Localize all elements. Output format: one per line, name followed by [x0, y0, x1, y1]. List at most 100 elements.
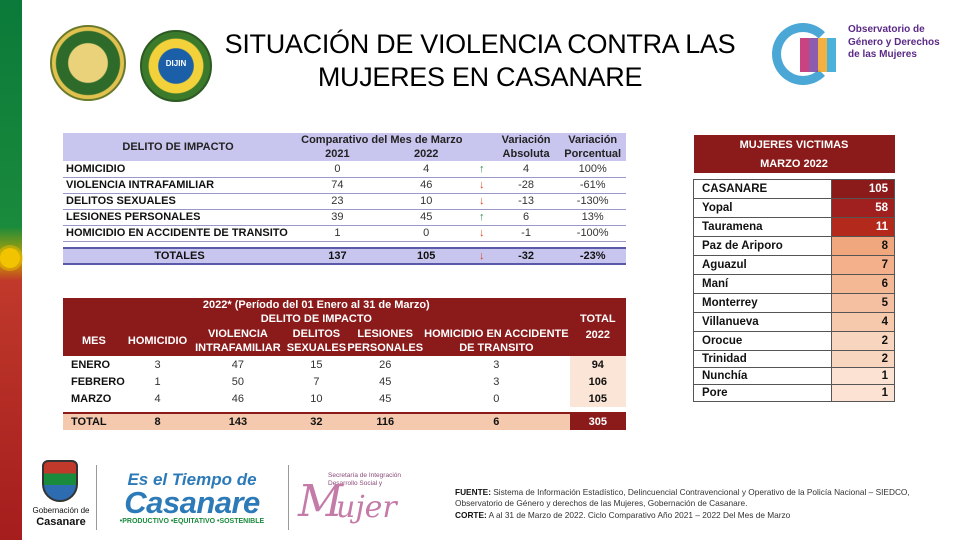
- value-cell: 7: [313, 375, 320, 388]
- mujer-logo: Secretaría de Integración Desarrollo Soc…: [298, 470, 410, 528]
- observatorio-ring-icon: [772, 23, 834, 85]
- municipio-value: 4: [831, 311, 895, 332]
- table-row: HOMICIDIO EN ACCIDENTE DE TRANSITO 1 0 ↓ -1-…: [63, 225, 626, 242]
- value-cell: 3: [154, 358, 161, 371]
- mes-cell: FEBRERO: [71, 375, 125, 388]
- total-cell: 106: [569, 373, 626, 390]
- total-cell: 94: [569, 356, 626, 373]
- value-cell: 3: [493, 375, 500, 388]
- tiempo-line2: Casanare: [124, 485, 260, 520]
- observatorio-logo: Observatorio de Género y Derechos de las…: [752, 18, 947, 88]
- table-row: DELITOS SEXUALES 23 10 ↓ -13 -130%: [63, 193, 626, 210]
- value-2021: 137: [293, 247, 382, 265]
- totals-row: TOTAL 8 143 32 116 6 305: [63, 412, 626, 430]
- col-comparativo: Comparativo del Mes de Marzo: [293, 133, 471, 147]
- divider: [96, 465, 97, 530]
- var-absoluta: 4: [492, 161, 560, 178]
- tiempo-line1: Es el Tiempo de: [127, 470, 257, 489]
- col-2021: 2021: [293, 147, 382, 161]
- arrow-down-icon: ↓: [478, 195, 485, 207]
- fuente-label: FUENTE:: [455, 487, 491, 497]
- value-2022: 45: [381, 209, 471, 226]
- value-cell: 143: [190, 412, 286, 430]
- dijin-logo: DIJIN: [140, 30, 212, 102]
- arrow-up-icon: ↑: [478, 162, 485, 175]
- value-cell: 6: [423, 412, 570, 430]
- total-cell: 305: [569, 412, 626, 430]
- value-cell: 46: [231, 392, 245, 405]
- gobernacion-logo: Gobernación de Casanare: [30, 460, 92, 530]
- value-cell: 8: [124, 412, 191, 430]
- value-2022: 4: [381, 161, 471, 178]
- trend-cell: ↑: [470, 209, 493, 226]
- delito-name: LESIONES PERSONALES: [63, 209, 294, 226]
- delito-name: HOMICIDIO: [63, 161, 294, 178]
- monthly-table: 2022* (Período del 01 Enero al 31 de Mar…: [63, 298, 626, 430]
- table-row: FEBRERO 1 50 7 45 3 106: [63, 373, 626, 390]
- value-cell: 116: [347, 412, 424, 430]
- arrow-up-icon: ↑: [478, 211, 485, 223]
- table-row: LESIONES PERSONALES 39 45 ↑ 6 13%: [63, 209, 626, 226]
- municipio-row: Maní 6: [693, 273, 895, 294]
- gob-line1: Gobernación de: [32, 506, 90, 515]
- comparativo-table: DELITO DE IMPACTO Comparativo del Mes de…: [63, 133, 626, 265]
- var-absoluta: -28: [492, 177, 560, 194]
- var-absoluta: 6: [492, 209, 560, 226]
- col-total: TOTAL 2022: [569, 298, 626, 356]
- delito-name: DELITOS SEXUALES: [63, 193, 294, 210]
- value-2021: 74: [293, 177, 382, 194]
- value-cell: 32: [285, 412, 348, 430]
- corte-label: CORTE:: [455, 509, 487, 520]
- col-violencia: VIOLENCIA INTRAFAMILIAR: [190, 326, 286, 356]
- sun-icon: [0, 248, 20, 268]
- trend-cell: ↓: [470, 247, 493, 265]
- mujer-initial: M: [298, 476, 344, 527]
- tiempo-logo: Es el Tiempo de Casanare •PRODUCTIVO •EQ…: [104, 470, 280, 528]
- table-row: MARZO 4 46 10 45 0 105: [63, 390, 626, 407]
- value-2021: 39: [293, 209, 382, 226]
- var-porcentual: -61%: [559, 177, 626, 194]
- var-porcentual: 100%: [559, 161, 626, 178]
- table-row: VIOLENCIA INTRAFAMILIAR 74 46 ↓ -28 -61%: [63, 177, 626, 194]
- trend-cell: ↑: [470, 161, 493, 178]
- municipio-name: Pore: [693, 383, 832, 402]
- trend-cell: ↓: [470, 177, 493, 194]
- arrow-down-icon: ↓: [478, 179, 485, 191]
- col-var-abs: Variación Absoluta: [492, 133, 560, 161]
- value-cell: 45: [379, 375, 392, 388]
- var-absoluta: -1: [492, 225, 560, 242]
- municipio-name: Monterrey: [693, 292, 832, 313]
- value-cell: 45: [379, 392, 392, 405]
- municipio-name: Yopal: [693, 197, 832, 218]
- municipio-value: 58: [831, 197, 895, 218]
- municipio-value: 105: [831, 178, 895, 199]
- municipio-value: 2: [831, 330, 895, 351]
- municipio-name: Nunchía: [693, 366, 832, 385]
- col-transito: HOMICIDIO EN ACCIDENTE DE TRANSITO: [423, 326, 570, 356]
- value-2022: 0: [381, 225, 471, 242]
- municipio-name: Villanueva: [693, 311, 832, 332]
- municipio-value: 11: [831, 216, 895, 237]
- dijin-label: DIJIN: [165, 59, 187, 68]
- municipio-row: Pore 1: [693, 383, 895, 402]
- municipio-value: 7: [831, 254, 895, 275]
- corte-text: A al 31 de Marzo de 2022. Ciclo Comparat…: [488, 509, 791, 520]
- value-cell: 4: [154, 392, 161, 405]
- municipio-row: Nunchía 1: [693, 366, 895, 385]
- mujer-word: ujer: [336, 490, 397, 525]
- value-2021: 0: [293, 161, 382, 178]
- delito-name: HOMICIDIO EN ACCIDENTE DE TRANSITO: [63, 225, 294, 242]
- tiempo-line3: •PRODUCTIVO •EQUITATIVO •SOSTENIBLE: [119, 518, 265, 525]
- municipio-name: Tauramena: [693, 216, 832, 237]
- value-cell: 0: [493, 392, 500, 405]
- var-porcentual: -130%: [559, 193, 626, 210]
- col-homicidio: HOMICIDIO: [124, 326, 191, 356]
- divider: [288, 465, 289, 530]
- municipio-row: CASANARE 105: [693, 178, 895, 199]
- municipio-row: Paz de Ariporo 8: [693, 235, 895, 256]
- col-2022: 2022: [381, 147, 471, 161]
- victimas-title: MUJERES VICTIMAS: [693, 135, 895, 154]
- municipio-name: Paz de Ariporo: [693, 235, 832, 256]
- value-2021: 1: [293, 225, 382, 242]
- value-cell: 26: [379, 358, 392, 371]
